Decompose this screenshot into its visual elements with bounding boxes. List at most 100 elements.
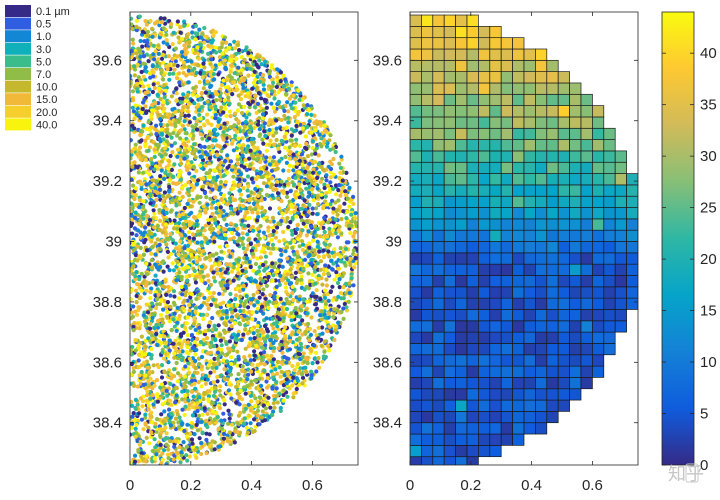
scatter-point <box>310 186 315 192</box>
scatter-point <box>143 373 148 378</box>
scatter-point <box>187 308 192 313</box>
scatter-point <box>171 420 176 425</box>
scatter-point <box>240 236 245 241</box>
scatter-point <box>276 196 281 201</box>
scatter-point <box>235 108 240 113</box>
scatter-point <box>147 71 152 76</box>
scatter-point <box>237 182 242 187</box>
scatter-point <box>329 329 334 334</box>
scatter-point <box>316 325 321 330</box>
scatter-point <box>145 163 150 168</box>
scatter-point <box>205 202 210 207</box>
scatter-point <box>236 93 241 98</box>
scatter-point <box>138 54 143 59</box>
scatter-point <box>149 251 154 256</box>
scatter-point <box>271 246 276 251</box>
scatter-point <box>261 230 266 235</box>
scatter-point <box>131 383 137 388</box>
scatter-point <box>220 292 225 297</box>
scatter-point <box>278 374 283 379</box>
scatter-point <box>236 119 241 124</box>
scatter-point <box>267 206 273 211</box>
scatter-point <box>316 336 321 341</box>
scatter-point <box>194 168 199 174</box>
scatter-point <box>334 270 339 275</box>
scatter-point <box>273 290 278 296</box>
scatter-point <box>204 256 209 261</box>
scatter-point <box>306 271 311 276</box>
scatter-point <box>209 205 214 210</box>
scatter-point <box>242 57 247 62</box>
scatter-point <box>185 58 190 64</box>
scatter-point <box>143 144 148 149</box>
scatter-point <box>183 253 188 258</box>
scatter-point <box>190 405 195 410</box>
legend-label: 0.1 µm <box>36 6 70 18</box>
scatter-point <box>212 447 217 452</box>
scatter-point <box>206 286 211 291</box>
scatter-point <box>224 170 229 175</box>
scatter-point <box>228 159 234 164</box>
scatter-point <box>232 183 238 188</box>
scatter-point <box>261 287 266 292</box>
scatter-point <box>164 242 169 247</box>
scatter-point <box>183 325 188 330</box>
scatter-point <box>272 265 277 270</box>
scatter-point <box>218 305 223 310</box>
scatter-point <box>158 174 163 179</box>
scatter-point <box>257 58 262 63</box>
scatter-point <box>289 318 294 323</box>
scatter-point <box>270 278 275 283</box>
scatter-point <box>279 369 284 374</box>
scatter-point <box>284 377 289 382</box>
scatter-point <box>319 343 324 348</box>
scatter-point <box>168 232 173 237</box>
scatter-point <box>315 212 320 217</box>
scatter-point <box>335 208 340 213</box>
legend-label: 7.0 <box>36 69 51 81</box>
scatter-point <box>290 232 295 237</box>
scatter-point <box>132 116 137 121</box>
scatter-point <box>142 319 147 324</box>
scatter-point <box>237 48 242 53</box>
scatter-point <box>312 159 317 165</box>
scatter-point <box>220 51 225 56</box>
scatter-point <box>194 93 199 99</box>
scatter-point <box>281 126 286 131</box>
scatter-point <box>246 305 251 310</box>
scatter-point <box>211 327 216 332</box>
scatter-point <box>278 405 283 411</box>
scatter-point <box>217 244 223 249</box>
scatter-point <box>167 71 172 77</box>
scatter-point <box>278 248 283 253</box>
scatter-point <box>175 181 180 186</box>
scatter-point <box>289 80 294 85</box>
scatter-point <box>288 220 293 225</box>
scatter-point <box>261 262 266 268</box>
scatter-point <box>197 292 202 297</box>
scatter-point <box>301 103 306 108</box>
scatter-point <box>227 439 232 445</box>
scatter-point <box>176 296 181 301</box>
scatter-point <box>189 210 194 215</box>
scatter-point <box>338 193 343 198</box>
scatter-point <box>194 296 199 302</box>
scatter-point <box>166 172 171 177</box>
scatter-point <box>320 331 325 336</box>
scatter-point <box>239 110 245 116</box>
scatter-point <box>263 254 269 259</box>
scatter-point <box>191 321 197 326</box>
scatter-point <box>289 127 294 132</box>
scatter-point <box>281 190 286 196</box>
scatter-point <box>164 462 169 465</box>
scatter-point <box>281 301 286 306</box>
scatter-point <box>228 211 234 216</box>
scatter-point <box>197 395 202 400</box>
scatter-point <box>168 293 173 298</box>
scatter-point <box>312 113 317 118</box>
scatter-point <box>287 96 292 101</box>
scatter-point <box>224 222 229 227</box>
scatter-point <box>246 276 251 281</box>
scatter-point <box>171 174 176 180</box>
scatter-point <box>286 224 291 230</box>
